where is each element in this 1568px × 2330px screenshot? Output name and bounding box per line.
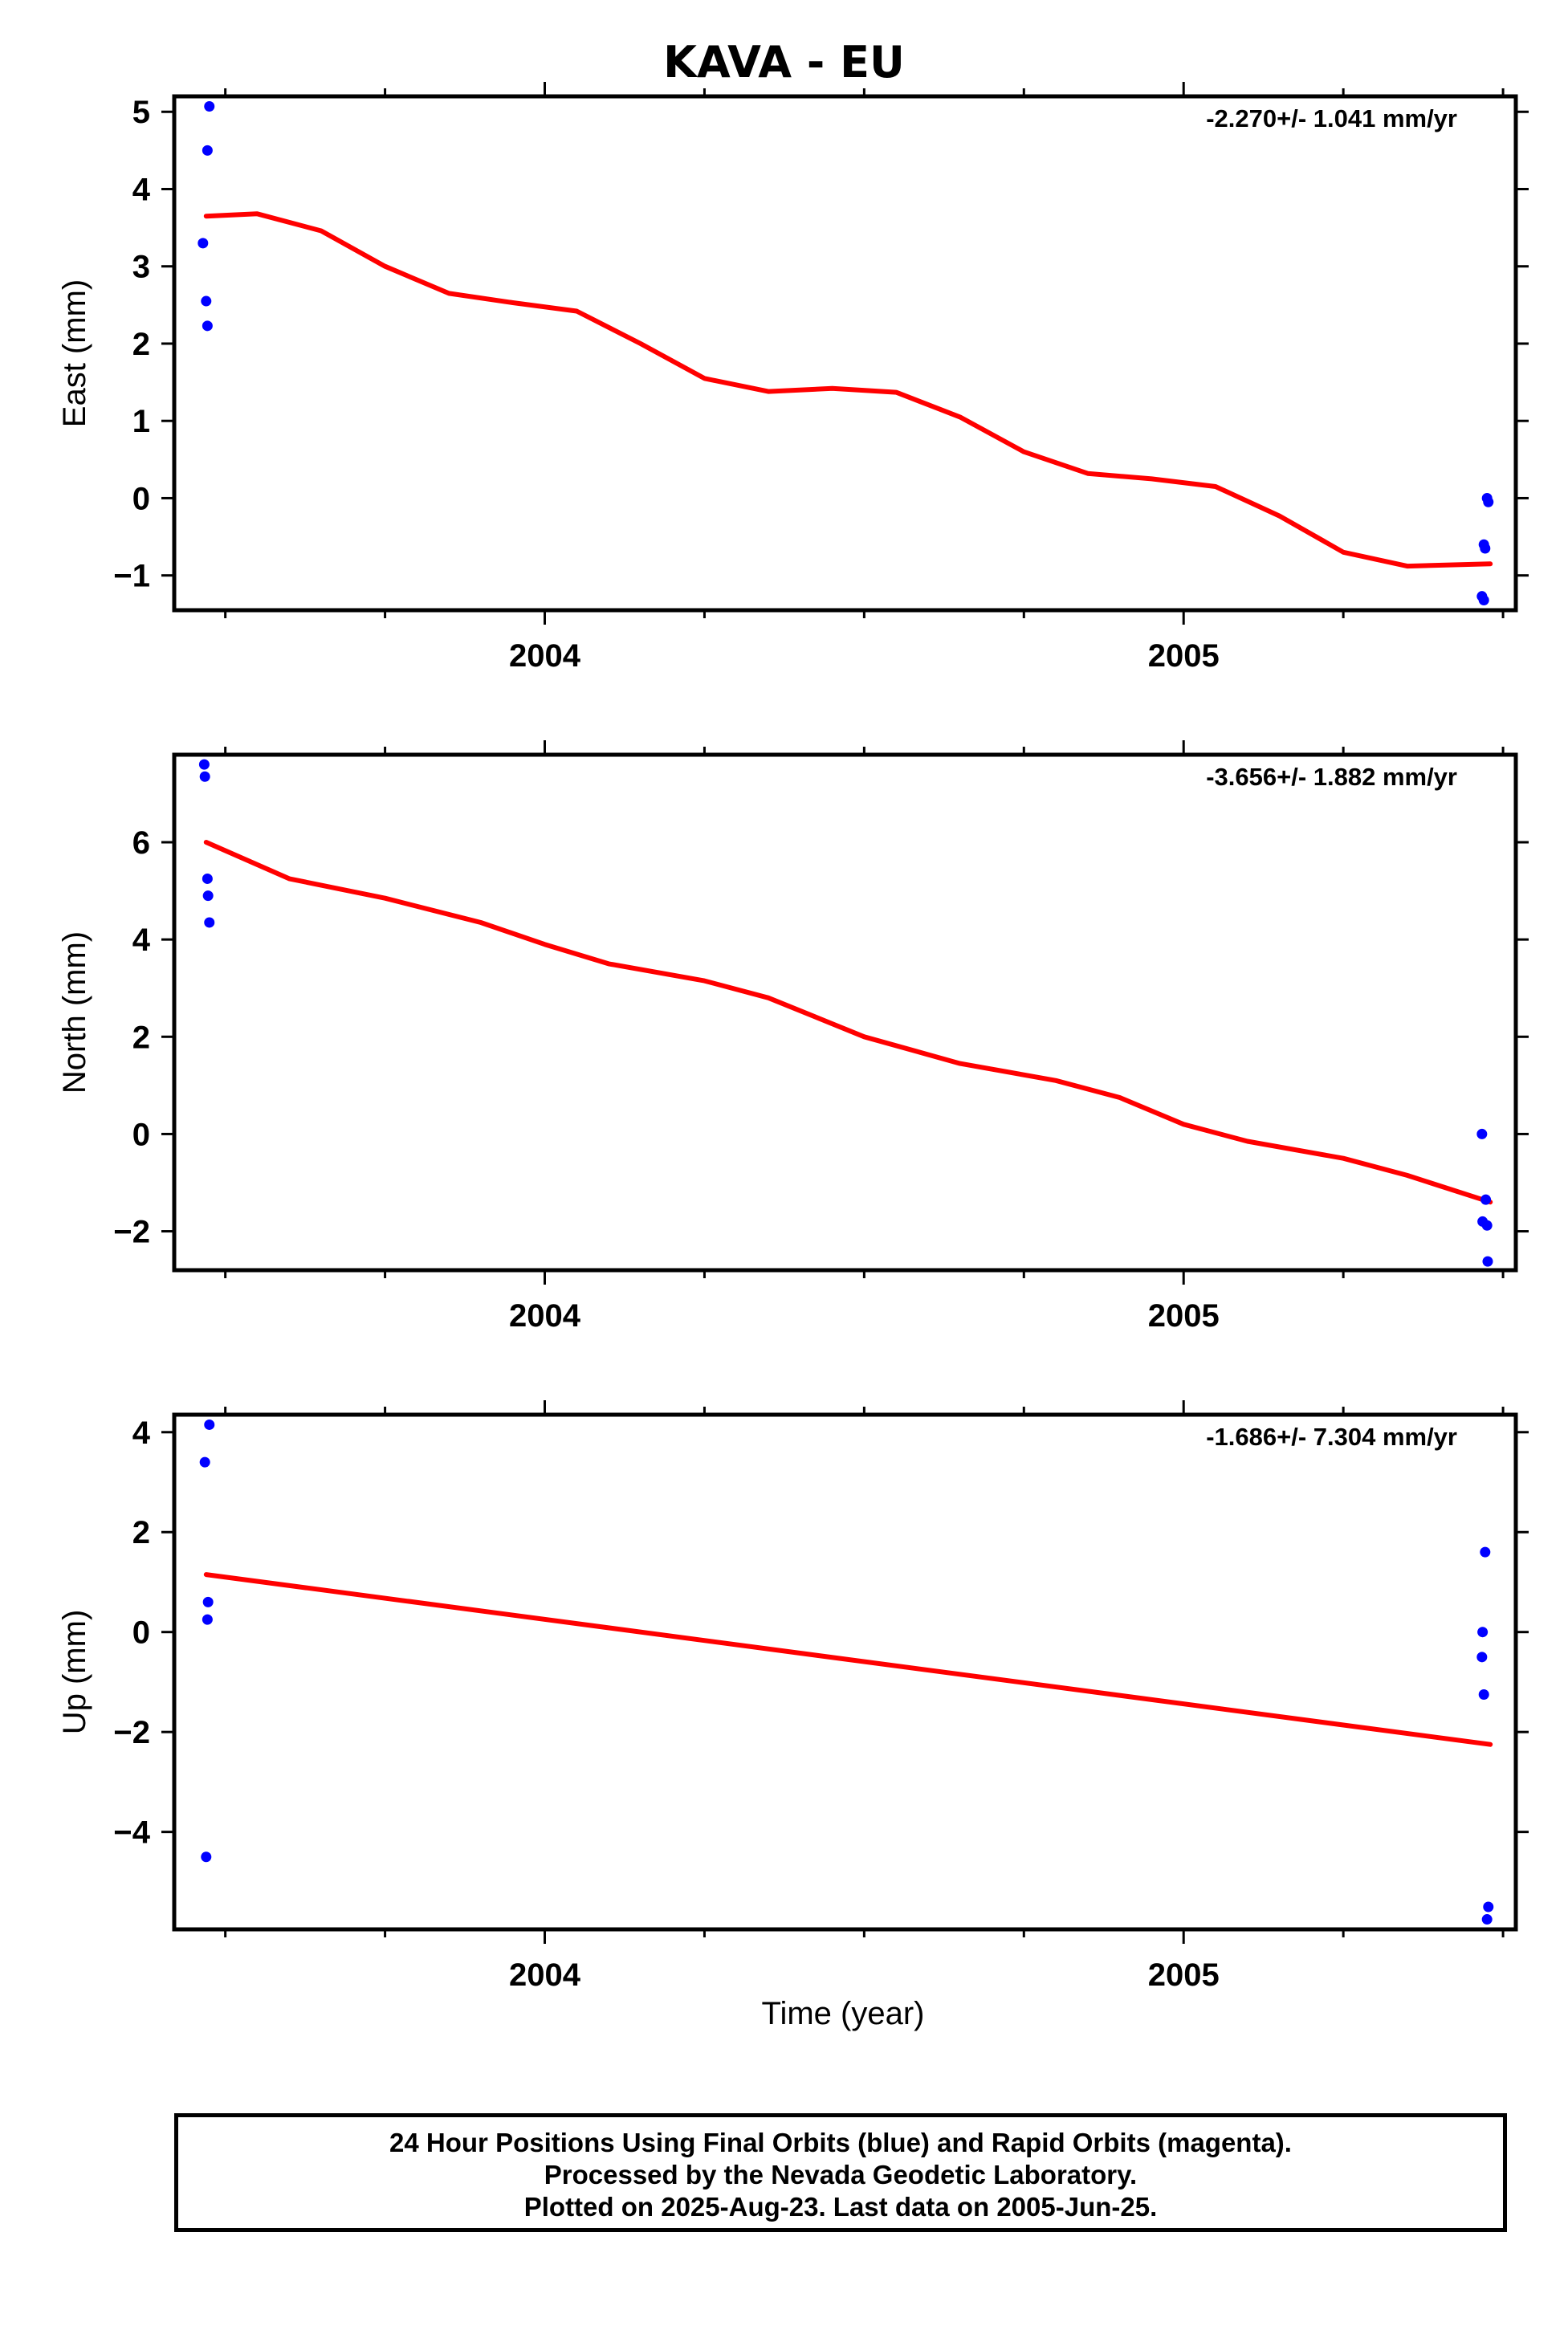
fit-line (203, 840, 1493, 1205)
rate-label: -3.656+/- 1.882 mm/yr (1206, 763, 1457, 791)
data-point (1477, 1627, 1489, 1638)
y-tick-label: 2 (132, 1020, 150, 1055)
x-tick-label: 2004 (509, 1957, 581, 1993)
x-tick-label: 2005 (1148, 638, 1220, 674)
y-tick-label: 3 (132, 250, 150, 285)
fit-line (203, 1572, 1493, 1747)
plot-frame (172, 752, 1518, 1273)
x-tick-label: 2005 (1148, 1957, 1220, 1993)
data-point (198, 238, 209, 249)
data-point (204, 917, 215, 928)
y-tick-label: −1 (113, 559, 150, 594)
y-tick-label: 2 (132, 1515, 150, 1550)
y-tick-label: 4 (132, 923, 151, 958)
chart-title: KAVA - EU (663, 37, 905, 88)
data-point (201, 295, 212, 307)
x-tick-label: 2004 (509, 1298, 581, 1334)
north-panel: −2 0 2 4 6 2004 2005 North (mm) -3.656+/- 1.882 … (57, 740, 1529, 1334)
data-point (1476, 1128, 1488, 1139)
data-point (202, 1596, 214, 1607)
data-point (1480, 543, 1491, 554)
footer-box: 24 Hour Positions Using Final Orbits (bl… (174, 2113, 1507, 2232)
fit-line (203, 211, 1493, 569)
data-point (1476, 1652, 1488, 1663)
x-tick-label: 2005 (1148, 1298, 1220, 1334)
y-tick-label: −2 (113, 1715, 150, 1750)
data-point (1483, 1901, 1494, 1912)
data-point (204, 101, 215, 112)
east-panel: −1 0 1 2 3 4 5 2004 2005 East (mm) -2.270+/- 1.041… (57, 82, 1529, 674)
data-point (1483, 496, 1494, 507)
data-point (1480, 1194, 1492, 1205)
data-point (1481, 1220, 1493, 1231)
y-tick-label: 0 (132, 481, 150, 516)
x-axis-label: Time (year) (761, 1996, 925, 2031)
footer-line-1: 24 Hour Positions Using Final Orbits (bl… (389, 2128, 1292, 2157)
data-point (1482, 1256, 1493, 1267)
data-point (202, 1614, 213, 1625)
y-tick-label: 0 (132, 1615, 150, 1651)
up-panel: −4 −2 0 2 4 2004 2005 Up (mm) -1.686+/- 7.304 mm… (57, 1400, 1529, 1993)
data-point (202, 320, 213, 332)
footer-line-2: Processed by the Nevada Geodetic Laborat… (544, 2160, 1138, 2189)
data-point (1478, 594, 1489, 605)
rate-label: -1.686+/- 7.304 mm/yr (1206, 1423, 1457, 1451)
x-tick-label: 2004 (509, 638, 581, 674)
y-tick-label: 6 (132, 825, 150, 861)
footer-line-3: Plotted on 2025-Aug-23. Last data on 200… (523, 2192, 1158, 2222)
data-point (202, 890, 214, 902)
y-tick-label: 0 (132, 1117, 150, 1152)
data-point (202, 145, 213, 156)
data-point (1481, 1914, 1493, 1925)
data-point (1478, 1689, 1489, 1701)
y-tick-label: −2 (113, 1215, 150, 1250)
rate-label: -2.270+/- 1.041 mm/yr (1206, 104, 1457, 132)
y-tick-label: −4 (113, 1815, 150, 1851)
y-tick-label: 1 (132, 404, 150, 439)
y-axis-label: Up (mm) (57, 1610, 92, 1735)
y-axis-label: North (mm) (57, 931, 92, 1094)
data-point (199, 1456, 210, 1468)
data-point (204, 1419, 215, 1430)
y-axis-label: East (mm) (57, 279, 92, 427)
y-tick-label: 5 (132, 95, 150, 130)
y-tick-label: 4 (132, 1416, 151, 1451)
plot-frame (172, 94, 1518, 613)
plot-frame (172, 1412, 1518, 1932)
data-point (198, 759, 210, 770)
data-point (202, 873, 213, 884)
data-point (199, 771, 210, 782)
y-tick-label: 4 (132, 172, 151, 207)
data-point (1480, 1546, 1491, 1558)
data-point (201, 1851, 212, 1863)
y-tick-label: 2 (132, 327, 150, 362)
